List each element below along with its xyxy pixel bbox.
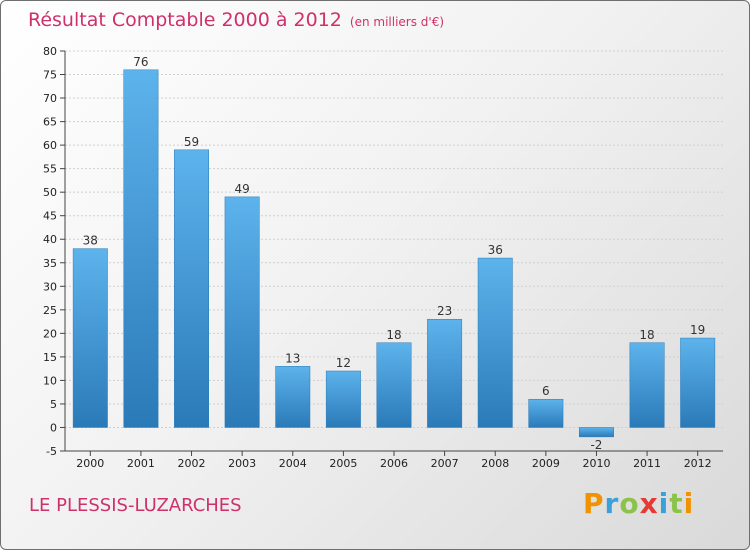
x-tick-label: 2003 <box>228 457 256 470</box>
bar <box>629 342 665 428</box>
y-tick-label: 30 <box>43 280 57 293</box>
bars <box>72 69 716 438</box>
logo-letter: o <box>619 487 640 520</box>
bar <box>680 337 716 428</box>
proxiti-logo[interactable]: Proxiti <box>583 487 694 520</box>
y-tick-label: 10 <box>43 374 57 387</box>
bar <box>528 398 564 428</box>
axes: -5 0 5 10 15 20 25 30 35 40 45 50 55 60 65 70 75 80 2000 20… <box>43 45 723 470</box>
value-label: 13 <box>285 351 300 365</box>
logo-letter: x <box>639 487 659 520</box>
value-label: 76 <box>133 55 148 69</box>
value-label: 49 <box>235 182 250 196</box>
y-tick-label: 45 <box>43 210 57 223</box>
value-label: 23 <box>437 304 452 318</box>
y-tick-label: 0 <box>50 421 57 434</box>
bar <box>477 257 513 428</box>
chart-title: Résultat Comptable 2000 à 2012 (en millie… <box>28 9 444 31</box>
value-label: 6 <box>542 384 550 398</box>
value-label: 18 <box>386 328 401 342</box>
x-tick-label: 2005 <box>329 457 357 470</box>
x-tick-label: 2000 <box>76 457 104 470</box>
logo-letter: P <box>583 487 605 520</box>
labels: 38 76 59 49 13 12 18 23 36 6 -2 18 19 <box>83 55 706 452</box>
x-tick-label: 2006 <box>380 457 408 470</box>
y-tick-label: 65 <box>43 116 57 129</box>
chart-title-text: Résultat Comptable 2000 à 2012 <box>28 9 342 31</box>
value-label: 36 <box>488 243 503 257</box>
x-tick-label: 2010 <box>582 457 610 470</box>
x-tick-label: 2007 <box>431 457 459 470</box>
value-label: 18 <box>639 328 654 342</box>
value-label: 38 <box>83 234 98 248</box>
bar <box>72 248 108 428</box>
y-tick-label: 15 <box>43 351 57 364</box>
bar <box>427 318 463 428</box>
y-tick-label: 25 <box>43 304 57 317</box>
value-label: 12 <box>336 356 351 370</box>
value-label: 19 <box>690 323 705 337</box>
y-tick-label: 75 <box>43 69 57 82</box>
y-tick-label: 80 <box>43 45 57 58</box>
logo-letter: r <box>604 487 620 520</box>
bar <box>376 342 412 428</box>
bar <box>325 370 361 428</box>
logo-letter: i <box>683 487 695 520</box>
bar <box>579 427 614 438</box>
y-tick-label: 50 <box>43 186 57 199</box>
y-tick-label: 20 <box>43 327 57 340</box>
y-tick-label: 5 <box>50 398 57 411</box>
value-label: 59 <box>184 135 199 149</box>
x-tick-label: 2011 <box>633 457 661 470</box>
x-tick-label: 2004 <box>279 457 307 470</box>
y-tick-label: 40 <box>43 233 57 246</box>
bar <box>174 149 209 428</box>
y-tick-label: 35 <box>43 257 57 270</box>
y-tick-label: 60 <box>43 139 57 152</box>
bar <box>275 366 311 428</box>
y-tick-label: 55 <box>43 163 57 176</box>
logo-letter: t <box>669 487 684 520</box>
x-tick-label: 2009 <box>532 457 560 470</box>
x-tick-label: 2008 <box>481 457 509 470</box>
bar <box>123 69 159 428</box>
chart-subtitle: (en milliers d'€) <box>349 15 445 29</box>
x-tick-label: 2012 <box>684 457 712 470</box>
x-tick-label: 2001 <box>127 457 155 470</box>
logo-letter: i <box>658 487 670 520</box>
x-tick-label: 2002 <box>178 457 206 470</box>
bar <box>224 196 260 428</box>
commune-name: LE PLESSIS-LUZARCHES <box>29 495 242 516</box>
value-label: -2 <box>590 438 602 452</box>
y-tick-label: -5 <box>46 445 57 458</box>
y-tick-label: 70 <box>43 92 57 105</box>
